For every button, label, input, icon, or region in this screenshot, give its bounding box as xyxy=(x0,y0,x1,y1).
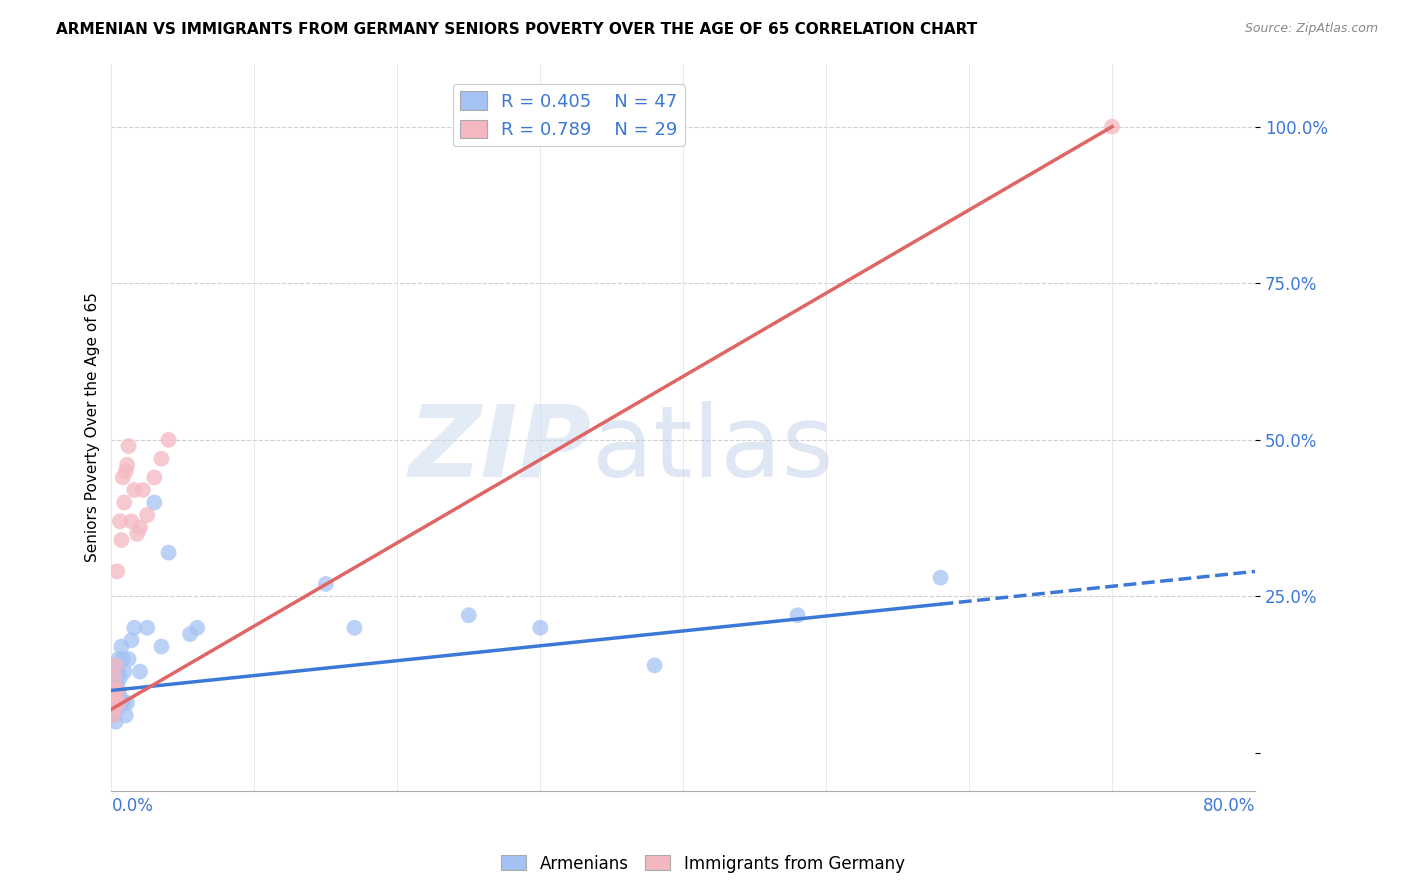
Point xyxy=(157,546,180,560)
Point xyxy=(120,514,142,528)
Point xyxy=(104,658,127,673)
Point xyxy=(103,671,125,685)
Point xyxy=(150,451,173,466)
Point xyxy=(457,608,479,623)
Point xyxy=(107,652,129,666)
Point xyxy=(115,458,138,472)
Point xyxy=(104,671,127,685)
Point xyxy=(127,526,149,541)
Point xyxy=(103,702,125,716)
Point xyxy=(107,696,129,710)
Point xyxy=(101,708,124,723)
Point xyxy=(103,671,125,685)
Point xyxy=(104,696,127,710)
Point xyxy=(112,495,135,509)
Y-axis label: Seniors Poverty Over the Age of 65: Seniors Poverty Over the Age of 65 xyxy=(86,293,100,562)
Point xyxy=(143,470,166,484)
Point xyxy=(110,533,132,547)
Point xyxy=(644,658,666,673)
Point xyxy=(108,514,131,528)
Point xyxy=(111,652,134,666)
Point xyxy=(110,696,132,710)
Point xyxy=(136,508,159,522)
Point xyxy=(104,677,127,691)
Point xyxy=(114,464,136,478)
Point xyxy=(129,520,152,534)
Point xyxy=(104,696,127,710)
Text: ZIP: ZIP xyxy=(409,401,592,498)
Point xyxy=(107,665,129,679)
Point xyxy=(143,495,166,509)
Point xyxy=(101,696,124,710)
Point xyxy=(104,714,127,729)
Point xyxy=(101,683,124,698)
Point xyxy=(115,696,138,710)
Point xyxy=(111,696,134,710)
Point xyxy=(117,439,139,453)
Text: 80.0%: 80.0% xyxy=(1202,797,1256,815)
Point xyxy=(103,690,125,704)
Point xyxy=(103,702,125,716)
Text: Source: ZipAtlas.com: Source: ZipAtlas.com xyxy=(1244,22,1378,36)
Point xyxy=(105,665,128,679)
Point xyxy=(108,671,131,685)
Point xyxy=(1101,120,1123,134)
Point xyxy=(108,690,131,704)
Point xyxy=(124,483,146,497)
Point xyxy=(107,696,129,710)
Point xyxy=(110,640,132,654)
Text: 0.0%: 0.0% xyxy=(111,797,153,815)
Point xyxy=(157,433,180,447)
Legend: Armenians, Immigrants from Germany: Armenians, Immigrants from Germany xyxy=(495,848,911,880)
Point xyxy=(105,565,128,579)
Point xyxy=(786,608,808,623)
Point xyxy=(101,671,124,685)
Point xyxy=(103,683,125,698)
Point xyxy=(103,696,125,710)
Point xyxy=(105,702,128,716)
Text: atlas: atlas xyxy=(592,401,834,498)
Point xyxy=(103,658,125,673)
Point xyxy=(136,621,159,635)
Point xyxy=(117,652,139,666)
Legend: R = 0.405    N = 47, R = 0.789    N = 29: R = 0.405 N = 47, R = 0.789 N = 29 xyxy=(453,84,685,146)
Point xyxy=(315,577,337,591)
Point xyxy=(112,665,135,679)
Point xyxy=(150,640,173,654)
Point xyxy=(101,683,124,698)
Point xyxy=(129,665,152,679)
Point xyxy=(101,708,124,723)
Point xyxy=(105,683,128,698)
Point xyxy=(105,690,128,704)
Point xyxy=(111,470,134,484)
Point xyxy=(929,571,952,585)
Point xyxy=(124,621,146,635)
Text: ARMENIAN VS IMMIGRANTS FROM GERMANY SENIORS POVERTY OVER THE AGE OF 65 CORRELATI: ARMENIAN VS IMMIGRANTS FROM GERMANY SENI… xyxy=(56,22,977,37)
Point xyxy=(107,683,129,698)
Point xyxy=(179,627,201,641)
Point xyxy=(104,690,127,704)
Point xyxy=(529,621,551,635)
Point xyxy=(132,483,155,497)
Point xyxy=(343,621,366,635)
Point xyxy=(105,677,128,691)
Point xyxy=(114,708,136,723)
Point xyxy=(120,633,142,648)
Point xyxy=(186,621,208,635)
Point xyxy=(104,683,127,698)
